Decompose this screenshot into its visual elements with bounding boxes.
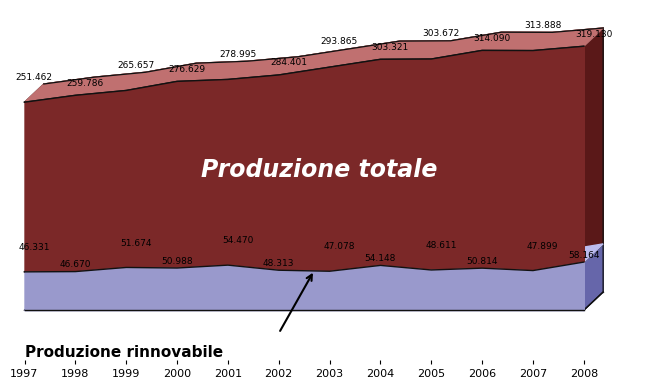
Text: 319.130: 319.130	[575, 30, 612, 39]
Text: 251.462: 251.462	[16, 72, 53, 82]
Text: 313.888: 313.888	[524, 21, 561, 30]
Polygon shape	[44, 244, 603, 292]
Text: Produzione totale: Produzione totale	[201, 158, 437, 182]
Text: 46.670: 46.670	[60, 260, 91, 269]
Text: 48.611: 48.611	[425, 241, 457, 250]
Polygon shape	[584, 28, 603, 262]
Polygon shape	[44, 28, 603, 254]
Text: 58.164: 58.164	[568, 250, 600, 260]
Polygon shape	[584, 244, 603, 310]
Text: 50.814: 50.814	[467, 257, 498, 266]
Text: 278.995: 278.995	[219, 50, 256, 59]
Text: 54.148: 54.148	[365, 254, 396, 263]
Text: 303.321: 303.321	[371, 43, 409, 52]
Text: 265.657: 265.657	[117, 61, 154, 70]
Text: 284.401: 284.401	[270, 59, 307, 67]
Text: Produzione rinnovabile: Produzione rinnovabile	[25, 345, 223, 360]
Polygon shape	[25, 28, 603, 102]
Text: 303.672: 303.672	[422, 29, 459, 38]
Polygon shape	[25, 244, 603, 272]
Text: 293.865: 293.865	[321, 38, 358, 46]
Text: 54.470: 54.470	[222, 236, 253, 245]
Text: 47.899: 47.899	[527, 242, 558, 251]
Text: 48.313: 48.313	[263, 259, 295, 268]
Text: 50.988: 50.988	[161, 257, 193, 265]
Text: 276.629: 276.629	[168, 65, 205, 74]
Text: 46.331: 46.331	[18, 243, 50, 252]
Text: 314.090: 314.090	[473, 34, 510, 43]
Text: 51.674: 51.674	[120, 239, 152, 247]
Text: 47.078: 47.078	[323, 242, 355, 251]
Text: 259.786: 259.786	[66, 79, 104, 88]
